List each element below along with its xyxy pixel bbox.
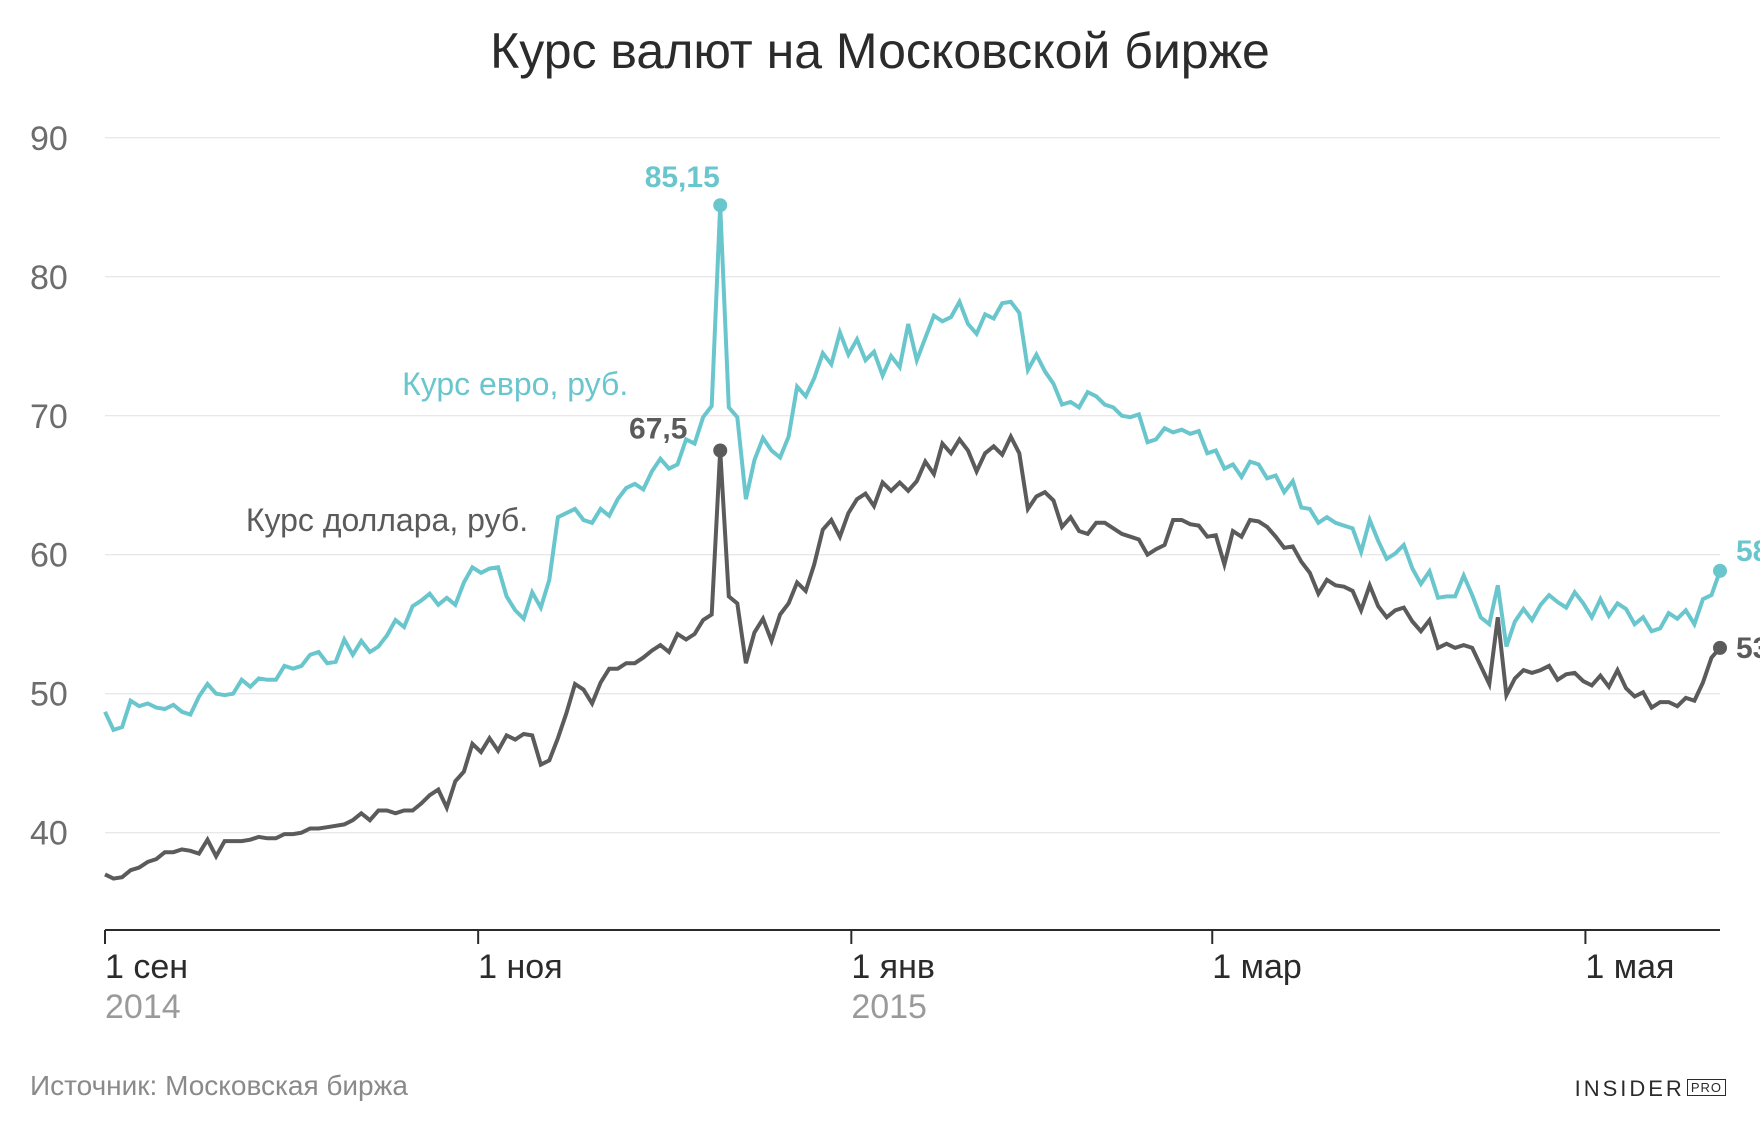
chart-svg: 40 50 60 70 80 90 1 сен2014 1 ноя 1 янв2015 1 ма… bbox=[0, 0, 1760, 1128]
svg-text:1 мая: 1 мая bbox=[1585, 948, 1674, 986]
data-callouts: 85,15 58,84 67,5 53,30 bbox=[629, 161, 1760, 665]
callout-marker-euro bbox=[1713, 564, 1727, 578]
svg-text:40: 40 bbox=[30, 815, 68, 853]
svg-text:2015: 2015 bbox=[851, 988, 927, 1026]
callout-label-usd: 67,5 bbox=[629, 413, 687, 446]
svg-text:80: 80 bbox=[30, 259, 68, 297]
source-label: Источник: Московская биржа bbox=[30, 1070, 408, 1102]
svg-text:70: 70 bbox=[30, 398, 68, 436]
y-axis-labels: 40 50 60 70 80 90 bbox=[30, 120, 68, 853]
svg-text:60: 60 bbox=[30, 537, 68, 575]
legend-euro: Курс евро, руб. bbox=[402, 366, 628, 402]
brand-main: INSIDER bbox=[1575, 1076, 1685, 1101]
svg-text:2014: 2014 bbox=[105, 988, 181, 1026]
brand-logo: INSIDERPRO bbox=[1575, 1076, 1726, 1102]
callout-marker-euro bbox=[713, 198, 727, 212]
svg-text:90: 90 bbox=[30, 120, 68, 158]
series-lines bbox=[105, 205, 1720, 878]
callout-label-euro: 85,15 bbox=[645, 161, 720, 194]
svg-text:50: 50 bbox=[30, 676, 68, 714]
brand-suffix: PRO bbox=[1687, 1079, 1726, 1096]
svg-text:1 янв: 1 янв bbox=[851, 948, 935, 986]
callout-label-usd: 53,30 bbox=[1736, 632, 1760, 665]
svg-text:1 ноя: 1 ноя bbox=[478, 948, 562, 986]
chart-container: Курс валют на Московской бирже 405060708… bbox=[0, 0, 1760, 1128]
callout-marker-usd bbox=[1713, 641, 1727, 655]
series-euro bbox=[105, 205, 1720, 730]
callout-marker-usd bbox=[713, 444, 727, 458]
svg-text:1 мар: 1 мар bbox=[1212, 948, 1302, 986]
legend-usd: Курс доллара, руб. bbox=[246, 502, 528, 538]
callout-label-euro: 58,84 bbox=[1736, 535, 1760, 568]
x-axis: 1 сен2014 1 ноя 1 янв2015 1 мар 1 мая bbox=[105, 930, 1720, 1026]
svg-text:1 сен: 1 сен bbox=[105, 948, 188, 986]
